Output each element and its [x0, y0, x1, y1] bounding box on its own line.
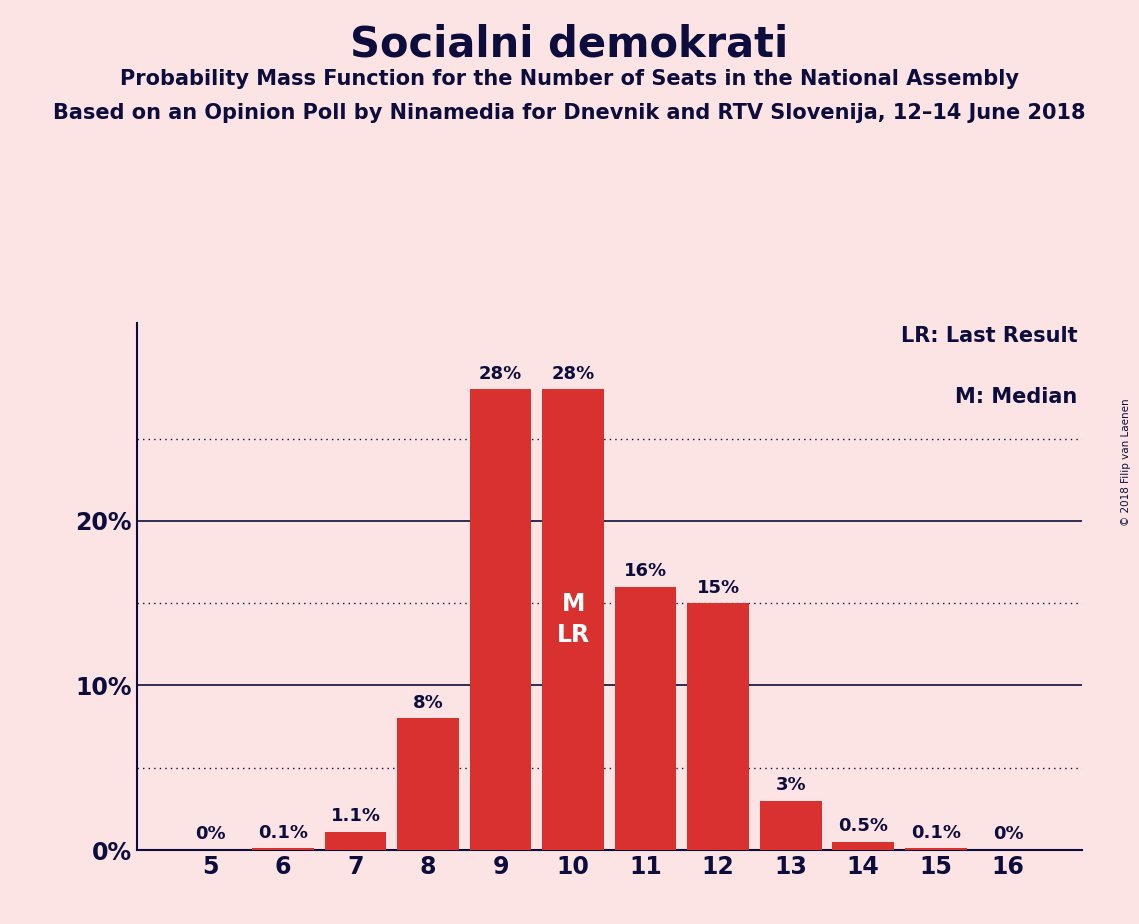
Bar	[687, 603, 749, 850]
Text: Socialni demokrati: Socialni demokrati	[351, 23, 788, 65]
Text: 28%: 28%	[480, 365, 522, 383]
Text: LR: Last Result: LR: Last Result	[901, 326, 1077, 346]
Text: M: Median: M: Median	[956, 386, 1077, 407]
Text: 0.5%: 0.5%	[838, 817, 888, 835]
Text: Based on an Opinion Poll by Ninamedia for Dnevnik and RTV Slovenija, 12–14 June : Based on an Opinion Poll by Ninamedia fo…	[54, 103, 1085, 124]
Bar	[542, 389, 604, 850]
Text: Probability Mass Function for the Number of Seats in the National Assembly: Probability Mass Function for the Number…	[120, 69, 1019, 90]
Text: © 2018 Filip van Laenen: © 2018 Filip van Laenen	[1121, 398, 1131, 526]
Text: 3%: 3%	[776, 776, 806, 794]
Text: 1.1%: 1.1%	[330, 808, 380, 825]
Text: 0%: 0%	[195, 825, 226, 844]
Text: 8%: 8%	[412, 694, 443, 711]
Text: 0.1%: 0.1%	[911, 824, 960, 842]
Bar	[398, 719, 459, 850]
Bar	[833, 842, 894, 850]
Bar	[469, 389, 532, 850]
Text: 0.1%: 0.1%	[259, 824, 308, 842]
Bar	[615, 587, 677, 850]
Bar	[904, 848, 967, 850]
Text: 0%: 0%	[993, 825, 1024, 844]
Bar	[325, 832, 386, 850]
Bar	[252, 848, 314, 850]
Text: 15%: 15%	[697, 578, 739, 597]
Text: 16%: 16%	[624, 562, 667, 580]
Bar	[760, 801, 821, 850]
Text: 28%: 28%	[551, 365, 595, 383]
Text: M
LR: M LR	[557, 592, 590, 648]
